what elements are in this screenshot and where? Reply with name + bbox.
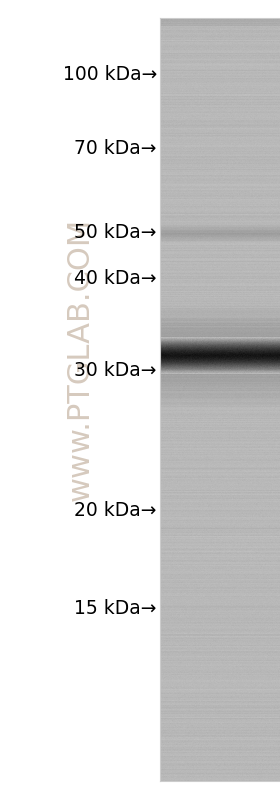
Text: 15 kDa→: 15 kDa→ (74, 598, 157, 618)
Text: 100 kDa→: 100 kDa→ (63, 66, 157, 85)
Text: 50 kDa→: 50 kDa→ (74, 224, 157, 243)
Text: 30 kDa→: 30 kDa→ (74, 360, 157, 380)
Text: 70 kDa→: 70 kDa→ (74, 138, 157, 157)
Text: www.PTGLAB.COM: www.PTGLAB.COM (66, 218, 95, 501)
Text: 40 kDa→: 40 kDa→ (74, 268, 157, 288)
Text: 20 kDa→: 20 kDa→ (74, 500, 157, 519)
